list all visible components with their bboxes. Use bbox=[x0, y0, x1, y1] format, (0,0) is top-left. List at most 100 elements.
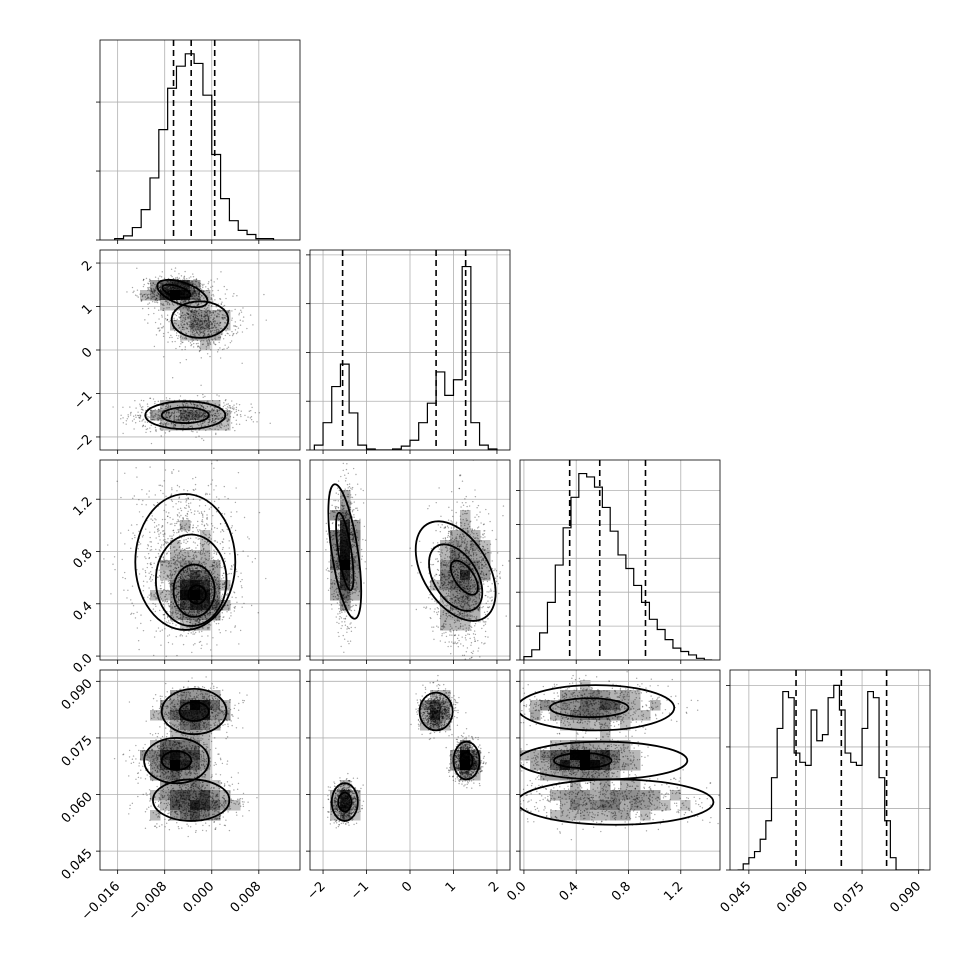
sample-point bbox=[138, 511, 141, 513]
sample-point bbox=[191, 295, 194, 297]
sample-point bbox=[198, 312, 200, 315]
sample-point bbox=[181, 617, 184, 619]
sample-point bbox=[205, 586, 208, 589]
sample-point bbox=[186, 591, 188, 593]
sample-point bbox=[139, 414, 142, 417]
sample-point bbox=[227, 346, 230, 348]
sample-point bbox=[153, 521, 156, 524]
sample-point bbox=[154, 299, 157, 301]
sample-point bbox=[214, 421, 217, 423]
sample-point bbox=[200, 404, 202, 407]
sample-point bbox=[197, 529, 199, 531]
sample-point bbox=[131, 286, 134, 289]
sample-point bbox=[168, 593, 170, 595]
sample-point bbox=[194, 403, 196, 406]
sample-point bbox=[195, 597, 197, 599]
sample-point bbox=[194, 631, 197, 634]
sample-point bbox=[205, 323, 208, 326]
sample-point bbox=[188, 582, 190, 584]
sample-point bbox=[126, 597, 128, 599]
sample-point bbox=[157, 292, 159, 295]
sample-point bbox=[199, 409, 202, 412]
sample-point bbox=[186, 571, 188, 573]
sample-point bbox=[194, 598, 196, 600]
sample-point bbox=[191, 324, 193, 327]
sample-point bbox=[185, 333, 188, 335]
sample-point bbox=[185, 295, 188, 298]
sample-point bbox=[192, 587, 194, 590]
sample-point bbox=[193, 580, 195, 583]
sample-point bbox=[194, 567, 197, 570]
sample-point bbox=[160, 303, 162, 305]
sample-point bbox=[172, 277, 175, 280]
sample-point bbox=[172, 616, 175, 618]
sample-point bbox=[186, 323, 189, 325]
sample-point bbox=[192, 326, 194, 328]
sample-point bbox=[174, 290, 177, 292]
sample-point bbox=[189, 606, 191, 609]
sample-point bbox=[200, 511, 203, 513]
sample-point bbox=[220, 417, 223, 419]
sample-point bbox=[136, 523, 138, 526]
sample-point bbox=[192, 329, 195, 332]
sample-point bbox=[198, 416, 200, 418]
sample-point bbox=[178, 497, 180, 499]
sample-point bbox=[179, 576, 182, 579]
sample-point bbox=[171, 286, 174, 289]
sample-point bbox=[201, 321, 204, 324]
sample-point bbox=[214, 579, 217, 582]
sample-point bbox=[151, 295, 153, 298]
sample-point bbox=[176, 554, 179, 557]
sample-point bbox=[205, 523, 208, 525]
histogram-step bbox=[114, 53, 275, 240]
sample-point bbox=[182, 290, 184, 292]
sample-point bbox=[215, 603, 217, 605]
sample-point bbox=[182, 326, 184, 328]
sample-point bbox=[191, 297, 193, 300]
sample-point bbox=[178, 486, 181, 488]
sample-point bbox=[202, 584, 204, 587]
sample-point bbox=[176, 559, 179, 561]
sample-point bbox=[198, 589, 200, 591]
sample-point bbox=[179, 294, 181, 296]
sample-point bbox=[177, 290, 180, 293]
sample-point bbox=[156, 501, 159, 504]
sample-point bbox=[180, 604, 182, 606]
sample-point bbox=[192, 292, 195, 294]
sample-point bbox=[194, 328, 197, 330]
sample-point bbox=[159, 410, 161, 412]
sample-point bbox=[193, 594, 195, 597]
sample-point bbox=[187, 293, 189, 296]
sample-point bbox=[210, 611, 212, 614]
sample-point bbox=[158, 569, 161, 571]
sample-point bbox=[207, 584, 210, 587]
sample-point bbox=[177, 592, 179, 594]
sample-point bbox=[171, 596, 173, 599]
sample-point bbox=[175, 612, 177, 614]
sample-point bbox=[186, 327, 188, 330]
sample-point bbox=[235, 419, 237, 422]
sample-point bbox=[184, 585, 187, 588]
sample-point bbox=[178, 418, 180, 421]
sample-point bbox=[191, 605, 193, 607]
sample-point bbox=[184, 599, 187, 601]
sample-point bbox=[230, 615, 232, 617]
sample-point bbox=[188, 299, 190, 302]
sample-point bbox=[195, 405, 198, 408]
sample-point bbox=[207, 323, 209, 326]
sample-point bbox=[194, 307, 197, 310]
sample-point bbox=[227, 418, 230, 420]
sample-point bbox=[175, 292, 177, 294]
density-cell bbox=[190, 330, 201, 341]
sample-point bbox=[196, 574, 199, 576]
sample-point bbox=[187, 313, 190, 315]
sample-point bbox=[195, 613, 198, 616]
sample-point bbox=[177, 519, 179, 521]
sample-point bbox=[199, 320, 201, 323]
sample-point bbox=[146, 547, 149, 550]
sample-point bbox=[186, 584, 188, 586]
sample-point bbox=[219, 409, 221, 411]
sample-point bbox=[191, 603, 193, 606]
sample-point bbox=[161, 284, 163, 286]
sample-point bbox=[150, 290, 153, 293]
